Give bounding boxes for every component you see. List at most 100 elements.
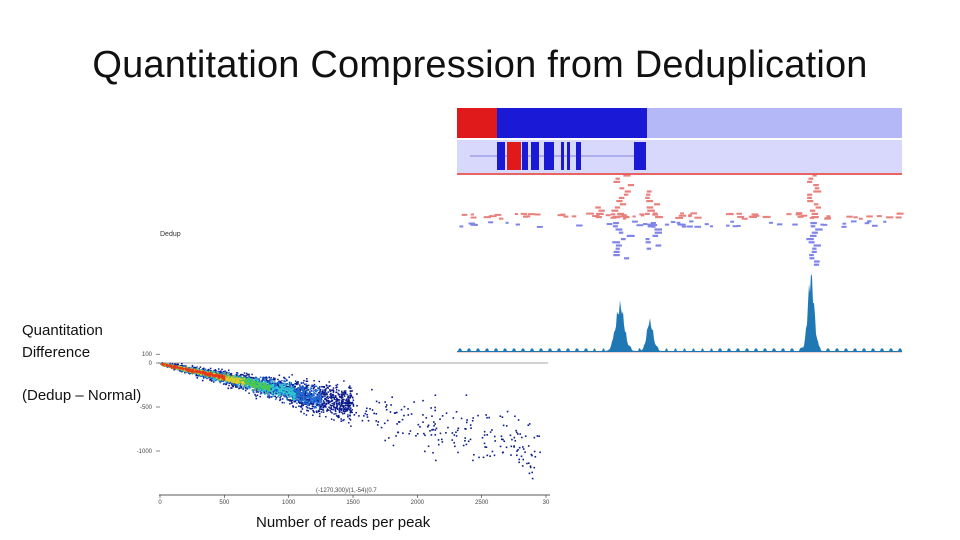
read-forward [652,213,659,216]
scatter-point [267,385,269,388]
scatter-point [289,394,292,397]
scatter-point [346,401,348,403]
scatter-point [199,374,202,376]
read-forward [617,215,624,218]
scatter-point [235,385,237,387]
read-reverse [686,225,693,228]
scatter-point [464,437,467,439]
scatter-point [422,421,424,424]
scatter-point [228,373,230,376]
scatter-point [292,393,294,395]
read-reverse [730,220,735,223]
scatter-point [295,391,298,393]
read-reverse [736,224,741,227]
scatter-point [266,377,269,379]
exon-block [634,142,646,170]
scatter-point [193,369,196,371]
scatter-point [249,387,251,389]
scatter-point [195,367,197,369]
scatter-point [352,397,354,399]
scatter-point [311,398,314,401]
scatter-point [316,389,319,392]
scatter-point [314,398,316,401]
scatter-point [287,392,290,395]
scatter-point [307,395,309,397]
scatter-point [251,373,253,376]
read-reverse [811,231,818,234]
scatter-point [316,397,319,400]
scatter-point [333,406,335,409]
scatter-point [287,383,289,385]
scatter-point [304,393,307,395]
scatter-point [344,391,347,394]
scatter-point [227,387,230,390]
scatter-point [332,404,334,407]
read-forward [615,177,620,180]
scatter-point [353,414,356,416]
read-forward [750,216,757,219]
scatter-point [304,397,306,399]
scatter-point [281,379,283,382]
scatter-point [292,396,295,399]
exon-block [507,142,521,170]
scatter-point [228,379,230,382]
scatter-point [320,411,323,413]
scatter-point [276,384,279,386]
scatter-point [210,370,213,373]
scatter-point [295,383,298,386]
read-reverse [536,225,543,228]
scatter-point [539,451,541,454]
scatter-point [323,405,326,407]
scatter-point [281,398,284,400]
scatter-point [255,376,257,379]
scatter-point [259,387,261,390]
scatter-point [309,407,311,410]
scatter-point [472,459,474,462]
scatter-point [306,392,308,395]
scatter-point [285,394,288,396]
scatter-point [280,386,283,388]
scatter-point [271,381,274,383]
scatter-point [220,379,222,382]
scatter-point [280,389,282,391]
scatter-point [320,397,322,400]
scatter-point [277,384,279,387]
scatter-point [271,383,274,385]
read-forward [687,215,692,218]
read-reverse [842,222,847,225]
read-forward [807,200,814,203]
scatter-point [275,396,278,399]
read-forward [514,213,519,216]
scatter-point [299,389,302,391]
read-reverse [612,225,618,228]
scatter-point [185,369,188,372]
scatter-point [317,397,319,400]
scatter-point [465,421,468,424]
scatter-point [267,381,270,383]
scatter-point [223,376,225,378]
scatter-point [300,406,303,408]
scatter-point [261,385,264,388]
scatter-point [225,371,228,374]
scatter-point [371,409,374,411]
scatter-point [380,426,383,429]
scatter-point [454,445,456,448]
scatter-point [200,372,202,374]
scatter-point [305,396,308,398]
scatter-point [369,408,371,410]
scatter-point [206,374,208,376]
read-forward [797,215,804,218]
scatter-point [340,396,343,398]
scatter-point [277,382,279,385]
scatter-point [292,391,295,394]
scatter-point [332,393,334,396]
scatter-point [427,424,430,427]
scatter-point [329,385,331,387]
scatter-point [489,455,491,457]
scatter-point [304,399,307,402]
scatter-point [269,390,271,392]
scatter-point [341,394,343,397]
scatter-point [305,395,308,397]
scatter-point [278,383,280,386]
scatter-point [336,415,339,417]
